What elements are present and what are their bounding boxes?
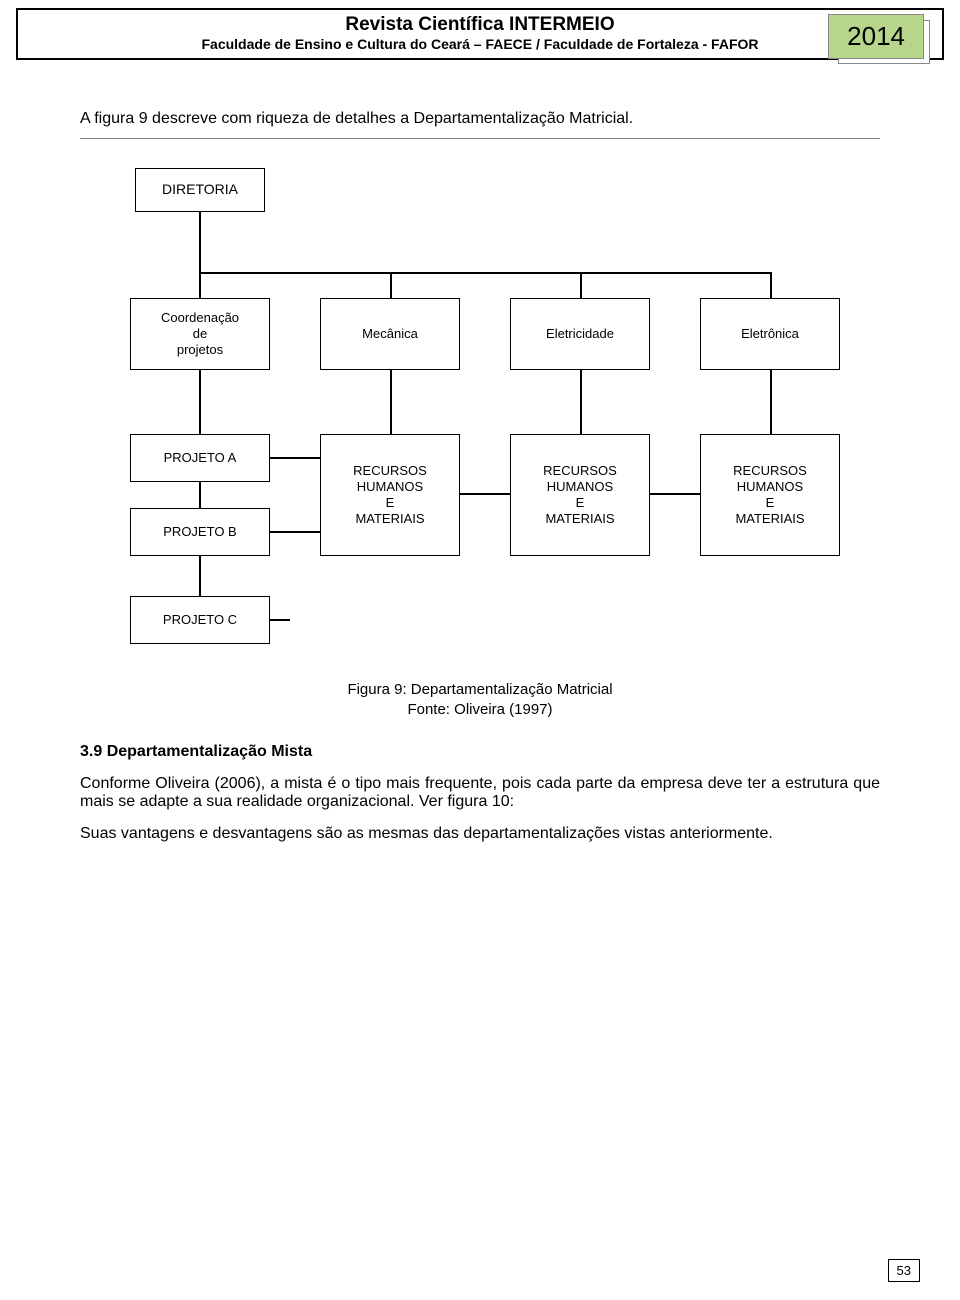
node-mecanica: Mecânica xyxy=(320,298,460,370)
connector xyxy=(390,272,392,298)
node-projeto-a: PROJETO A xyxy=(130,434,270,482)
node-label: PROJETO C xyxy=(163,612,237,628)
node-recursos-2: RECURSOS HUMANOS E MATERIAIS xyxy=(510,434,650,556)
connector xyxy=(580,272,582,298)
section-title: 3.9 Departamentalização Mista xyxy=(80,743,880,761)
page-header: Revista Científica INTERMEIO Faculdade d… xyxy=(16,8,944,60)
connector xyxy=(650,493,700,495)
node-label: Coordenação de projetos xyxy=(161,310,239,359)
node-recursos-3: RECURSOS HUMANOS E MATERIAIS xyxy=(700,434,840,556)
connector xyxy=(270,619,290,621)
node-projeto-c: PROJETO C xyxy=(130,596,270,644)
node-label: PROJETO B xyxy=(163,524,236,540)
figure-caption: Figura 9: Departamentalização Matricial … xyxy=(80,680,880,721)
node-label: DIRETORIA xyxy=(162,181,238,199)
year-box: 2014 xyxy=(828,14,924,59)
node-eletronica: Eletrônica xyxy=(700,298,840,370)
caption-line1: Figura 9: Departamentalização Matricial xyxy=(80,680,880,700)
connector xyxy=(270,457,320,459)
connector xyxy=(390,370,392,434)
connector xyxy=(199,272,771,274)
connector xyxy=(270,531,320,533)
node-label: RECURSOS HUMANOS E MATERIAIS xyxy=(353,463,427,528)
connector xyxy=(580,370,582,434)
connector xyxy=(460,493,510,495)
section-paragraph-1: Conforme Oliveira (2006), a mista é o ti… xyxy=(80,775,880,811)
header-subtitle: Faculdade de Ensino e Cultura do Ceará –… xyxy=(26,36,934,52)
node-diretoria: DIRETORIA xyxy=(135,168,265,212)
intro-paragraph: A figura 9 descreve com riqueza de detal… xyxy=(80,110,880,128)
node-eletricidade: Eletricidade xyxy=(510,298,650,370)
header-title: Revista Científica INTERMEIO xyxy=(26,14,934,36)
node-label: RECURSOS HUMANOS E MATERIAIS xyxy=(733,463,807,528)
diagram-divider xyxy=(80,138,880,139)
node-label: Eletrônica xyxy=(741,326,799,342)
node-label: Eletricidade xyxy=(546,326,614,342)
caption-line2: Fonte: Oliveira (1997) xyxy=(80,700,880,720)
node-label: RECURSOS HUMANOS E MATERIAIS xyxy=(543,463,617,528)
node-coordenacao: Coordenação de projetos xyxy=(130,298,270,370)
node-projeto-b: PROJETO B xyxy=(130,508,270,556)
node-recursos-1: RECURSOS HUMANOS E MATERIAIS xyxy=(320,434,460,556)
connector xyxy=(199,212,201,272)
node-label: PROJETO A xyxy=(164,450,237,466)
header-box: Revista Científica INTERMEIO Faculdade d… xyxy=(16,8,944,60)
page-content: A figura 9 descreve com riqueza de detal… xyxy=(80,110,880,853)
orgchart-diagram: DIRETORIA Coordenação de projetos Mecâni… xyxy=(80,138,880,668)
section-paragraph-2: Suas vantagens e desvantagens são as mes… xyxy=(80,825,880,843)
node-label: Mecânica xyxy=(362,326,418,342)
connector xyxy=(199,370,201,620)
connector xyxy=(770,370,772,434)
connector xyxy=(199,272,201,298)
connector xyxy=(770,272,772,298)
page-number: 53 xyxy=(888,1259,920,1282)
